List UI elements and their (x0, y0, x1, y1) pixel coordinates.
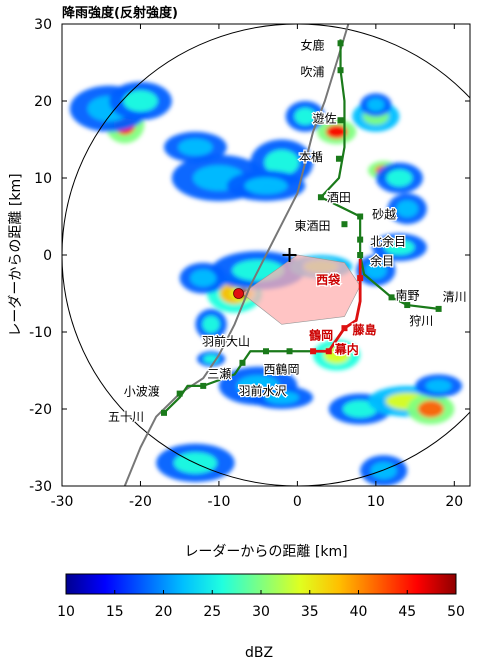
station-label: 藤島 (351, 322, 376, 337)
echo-core (386, 169, 413, 187)
y-tick-label: 30 (34, 17, 52, 33)
x-tick-label: -30 (51, 494, 74, 510)
x-axis-label: レーダーからの距離 [km] (184, 543, 347, 560)
station-marker (388, 294, 395, 301)
station-marker (337, 117, 344, 124)
coastline (123, 24, 350, 486)
axes: -30 -20 -10 0 10 20 -30 -20 -10 0 10 20 30 (29, 17, 470, 510)
echo-core (342, 400, 378, 418)
station-marker (404, 302, 411, 309)
station-label: 女鹿 (301, 37, 325, 52)
station-marker (317, 194, 324, 201)
station-marker (239, 359, 246, 366)
station-marker (200, 382, 207, 389)
y-tick-label: -20 (29, 402, 52, 418)
y-tick-label: 10 (34, 171, 52, 187)
station-label: 酒田 (327, 190, 351, 204)
station-marker (357, 236, 364, 243)
station-marker (357, 275, 364, 282)
station-marker (357, 252, 364, 258)
colorbar-tick-label: 50 (447, 604, 465, 620)
echo-core (202, 315, 220, 333)
station-label: 五十川 (108, 410, 144, 424)
colorbar-tick-label: 10 (57, 604, 75, 620)
station-label: 吹浦 (301, 65, 325, 79)
station-label: 羽前大山 (202, 333, 250, 348)
echo-core (264, 149, 299, 176)
colorbar-label: dBZ (245, 645, 273, 661)
station-marker (435, 305, 442, 312)
echo-core (384, 239, 415, 255)
y-tick-label: 0 (43, 248, 52, 264)
station-label: 東酒田 (294, 219, 330, 233)
echo-core (425, 379, 452, 393)
y-tick-label: 20 (34, 94, 52, 110)
station-marker (337, 40, 344, 47)
echo-core (178, 138, 213, 156)
x-tick-label: -20 (129, 494, 152, 510)
station-label: 西鶴岡 (264, 361, 300, 376)
echo-core (365, 261, 387, 279)
colorbar-tick-label: 25 (203, 604, 221, 620)
colorbar-tick-label: 15 (106, 604, 124, 620)
echo-core (367, 98, 385, 112)
y-tick-label: -10 (29, 325, 52, 341)
station-label: 幕内 (334, 341, 359, 356)
colorbar-tick-label: 30 (252, 604, 270, 620)
station-marker (310, 348, 317, 355)
railway-line-north (319, 39, 439, 310)
y-axis-label: レーダーからの距離 [km] (7, 173, 24, 336)
station-label: 清川 (443, 290, 467, 304)
station-label: 羽前水沢 (238, 383, 286, 398)
x-tick-label: 20 (445, 494, 463, 510)
echo-core (294, 107, 317, 125)
echo-core (264, 391, 299, 404)
x-tick-label: 10 (367, 494, 385, 510)
station-marker (286, 348, 293, 355)
colorbar-tick-label: 20 (155, 604, 173, 620)
station-label: 西袋 (316, 272, 341, 287)
y-tick-label: -30 (29, 479, 52, 495)
colorbar-tick-label: 35 (301, 604, 319, 620)
echo-core (244, 177, 288, 195)
highlight-marker (233, 288, 244, 299)
station-label: 三瀬 (207, 367, 231, 381)
echo-core (325, 125, 348, 139)
echo-core (123, 90, 158, 112)
station-label: 南野 (396, 287, 420, 302)
station-marker (263, 348, 269, 355)
station-marker (325, 348, 332, 355)
echo-core (190, 269, 217, 287)
chart-title: 降雨強度(反射強度) (62, 5, 178, 21)
railway-line-south (163, 350, 321, 414)
station-label: 小波渡 (124, 384, 160, 399)
station-label: 遊佐 (313, 110, 337, 125)
colorbar: 10 15 20 25 30 35 40 45 50 (57, 573, 465, 620)
station-marker (161, 409, 167, 416)
station-marker (176, 390, 183, 397)
colorbar-tick-label: 45 (398, 604, 416, 620)
echo-core (396, 200, 419, 218)
station-marker (337, 67, 344, 74)
x-tick-label: -10 (207, 494, 230, 510)
x-tick-label: 0 (293, 494, 302, 510)
station-label: 砂越 (372, 208, 396, 222)
station-marker (335, 155, 342, 162)
station-label: 鶴岡 (309, 327, 333, 342)
echo-core (370, 462, 397, 480)
station-marker (341, 221, 348, 228)
station-marker (341, 325, 348, 332)
station-label: 狩川 (409, 313, 433, 328)
echo-core (417, 400, 444, 418)
station-label: 北余目 (370, 234, 406, 249)
station-marker (357, 213, 364, 220)
station-label: 本楯 (299, 150, 323, 164)
colorbar-tick-label: 40 (350, 604, 368, 620)
radar-site-marker (282, 248, 297, 262)
station-label: 余目 (370, 253, 394, 268)
